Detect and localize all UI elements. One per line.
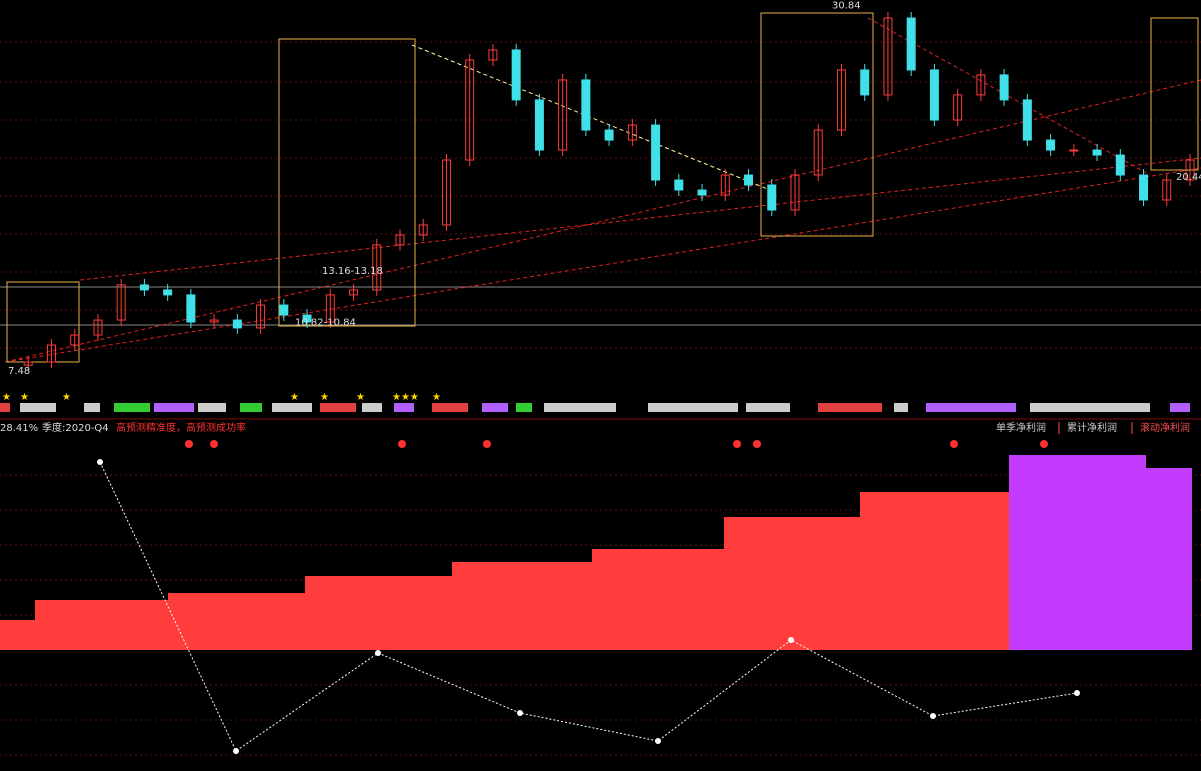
- signal-icons: ★ ★ ★ ★ ★ ★ ★★★ ★: [0, 392, 1190, 412]
- price-label: 7.48: [8, 366, 30, 377]
- candle: [720, 174, 730, 196]
- profit-bar: [452, 562, 592, 650]
- price-label: 30.84: [832, 1, 861, 12]
- trend-lines: [4, 17, 1201, 363]
- rolling-dot: [655, 738, 661, 744]
- profit-chart: [0, 455, 1192, 754]
- rolling-line: [99, 461, 1078, 752]
- profit-bar: [1146, 468, 1192, 650]
- candle: [813, 129, 823, 176]
- candle: [534, 99, 544, 151]
- candle: [929, 69, 939, 121]
- candle: [627, 124, 637, 141]
- candle: [441, 159, 451, 226]
- percent: 28.41%: [0, 423, 38, 434]
- candle: [488, 49, 498, 61]
- rolling-dot: [788, 637, 794, 643]
- price-label: 10.82-10.84: [295, 317, 356, 328]
- candle: [325, 294, 335, 323]
- svg-text:★★★: ★★★: [392, 392, 419, 403]
- candle: [883, 17, 893, 96]
- candle: [349, 289, 359, 296]
- candle: [558, 79, 568, 151]
- candle: [209, 319, 219, 323]
- candle: [1185, 159, 1195, 181]
- legend-entry: 累计净利润: [1067, 421, 1117, 434]
- candle: [1092, 149, 1102, 156]
- profit-bar: [0, 620, 35, 650]
- candle: [1115, 154, 1125, 176]
- profit-bar: [860, 492, 1009, 650]
- rolling-dot: [97, 459, 103, 465]
- svg-text:★: ★: [20, 392, 29, 403]
- candle: [163, 289, 173, 296]
- candle: [93, 319, 103, 336]
- rolling-dot: [1074, 690, 1080, 696]
- candle: [186, 294, 196, 323]
- svg-text:★: ★: [320, 392, 329, 403]
- candle: [651, 124, 661, 181]
- candle: [790, 174, 800, 211]
- candle: [302, 314, 312, 323]
- price-label: 13.16-13.18: [322, 266, 383, 277]
- candle: [465, 59, 475, 161]
- profit-bar: [168, 593, 305, 650]
- slogan: 高预测精准度，高预测成功率: [116, 421, 246, 434]
- candle: [836, 69, 846, 131]
- svg-text:★: ★: [2, 392, 11, 403]
- candles: [23, 12, 1195, 372]
- candle: [70, 334, 80, 346]
- candle: [674, 179, 684, 191]
- candle: [999, 74, 1009, 101]
- rolling-dot: [517, 710, 523, 716]
- rolling-dot: [233, 748, 239, 754]
- candle: [395, 234, 405, 246]
- candle: [139, 284, 149, 291]
- candle: [953, 94, 963, 121]
- svg-text:★: ★: [356, 392, 365, 403]
- svg-text:★: ★: [62, 392, 71, 403]
- svg-text:★: ★: [432, 392, 441, 403]
- candle: [418, 224, 428, 236]
- svg-text:★: ★: [290, 392, 299, 403]
- candle: [1069, 149, 1079, 152]
- candle: [767, 184, 777, 211]
- price-grid: [0, 41, 1201, 349]
- annotations: 7.48 10.82-10.84 13.16-13.18 30.84 20.44: [8, 1, 1201, 378]
- candle: [1046, 139, 1056, 151]
- candle: [372, 244, 382, 291]
- event-pins: [185, 440, 1048, 448]
- quarter: 季度:2020-Q4: [42, 421, 109, 434]
- candle: [906, 17, 916, 71]
- candle: [604, 129, 614, 141]
- profit-bar: [35, 600, 168, 650]
- candle: [744, 174, 754, 186]
- rolling-dot: [930, 713, 936, 719]
- candle: [46, 344, 56, 363]
- candle: [511, 49, 521, 101]
- candle: [1162, 179, 1172, 201]
- candle: [697, 189, 707, 196]
- candle: [1022, 99, 1032, 141]
- legend-entry: 滚动净利润: [1140, 421, 1190, 434]
- candle: [23, 361, 33, 366]
- candle: [976, 74, 986, 96]
- price-label: 20.44: [1176, 172, 1201, 183]
- profit-bar: [305, 576, 452, 650]
- profit-bar: [1009, 455, 1146, 650]
- candle: [116, 284, 126, 321]
- candle: [232, 319, 242, 329]
- candle: [1139, 174, 1149, 201]
- candle: [279, 304, 289, 316]
- profit-bar: [724, 517, 860, 650]
- candle: [581, 79, 591, 131]
- highlight-boxes: [6, 12, 1199, 363]
- candle: [860, 69, 870, 96]
- rolling-dot: [375, 650, 381, 656]
- legend-entry: 单季净利润: [996, 421, 1046, 434]
- candle: [256, 304, 266, 329]
- profit-bar: [592, 549, 724, 650]
